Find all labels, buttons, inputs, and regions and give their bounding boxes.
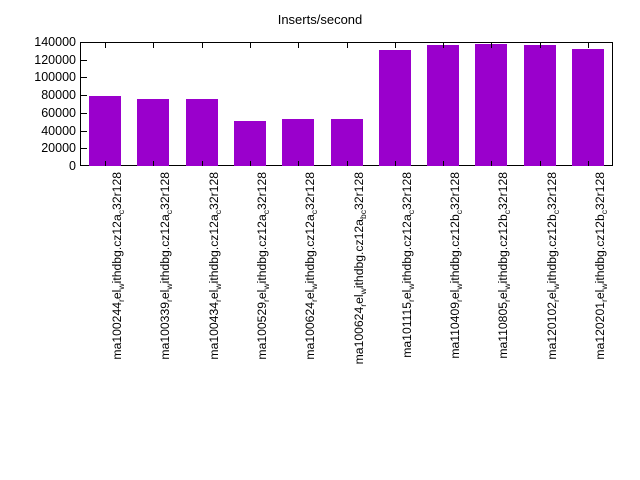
x-axis-tick-label: ma120201relwithdbg.cz12bc32r128 <box>592 172 609 360</box>
bar[interactable] <box>185 98 218 166</box>
y-axis-tick-label: 60000 <box>41 105 76 120</box>
x-axis-tick-label: ma100339relwithdbg.cz12ac32r128 <box>158 172 174 360</box>
y-axis-tick-label: 100000 <box>34 70 76 85</box>
y-axis-tick-label: 0 <box>69 159 76 173</box>
y-axis: 140000 120000 100000 80000 60000 40000 20000 0 <box>0 0 76 480</box>
x-axis-tick-label: ma100244relwithdbg.cz12ac32r128 <box>110 172 126 360</box>
bar[interactable] <box>330 118 363 166</box>
x-axis-tick-label: ma100434relwithdbg.cz12ac32r128 <box>206 172 223 360</box>
x-axis-tick-label: ma120102relwithdbg.cz12bc32r128 <box>544 172 561 360</box>
bar[interactable] <box>233 121 266 166</box>
y-axis-tick-label: 120000 <box>34 52 76 67</box>
y-axis-tick-mark <box>81 77 87 79</box>
bar[interactable] <box>378 50 411 166</box>
y-axis-tick-mark <box>81 130 87 132</box>
y-axis-tick-label: 40000 <box>41 123 76 138</box>
bar[interactable] <box>282 118 315 166</box>
y-axis-tick-label: 140000 <box>34 35 76 49</box>
chart-title: Inserts/second <box>277 12 363 27</box>
x-axis-tick-label: ma100624relwithdbg.cz12abc32r128 <box>351 172 368 365</box>
x-axis-tick-label: ma100529relwithdbg.cz12ac32r128 <box>254 172 271 360</box>
bar[interactable] <box>137 98 170 166</box>
x-axis-tick-label: ma101115relwithdbg.cz12ac32r128 <box>399 172 416 358</box>
bar[interactable] <box>427 45 460 166</box>
y-axis-tick-label: 80000 <box>41 88 76 103</box>
y-axis-tick-label: 20000 <box>41 141 76 156</box>
y-axis-tick-mark <box>81 112 87 114</box>
bar[interactable] <box>571 48 604 166</box>
y-axis-tick-mark <box>81 148 87 150</box>
bar[interactable] <box>523 45 556 166</box>
y-axis-tick-mark <box>81 59 87 61</box>
bar[interactable] <box>89 96 122 166</box>
x-axis-tick-label: ma110409relwithdbg.cz12bc32r128 <box>448 172 464 359</box>
y-axis-tick-mark <box>81 95 87 97</box>
bar[interactable] <box>475 44 508 166</box>
bars-layer <box>81 43 612 166</box>
x-axis-tick-label: ma100624relwithdbg.cz12ac32r128 <box>303 172 319 360</box>
x-axis-tick-label: ma110805relwithdbg.cz12bc32r128 <box>496 172 512 359</box>
